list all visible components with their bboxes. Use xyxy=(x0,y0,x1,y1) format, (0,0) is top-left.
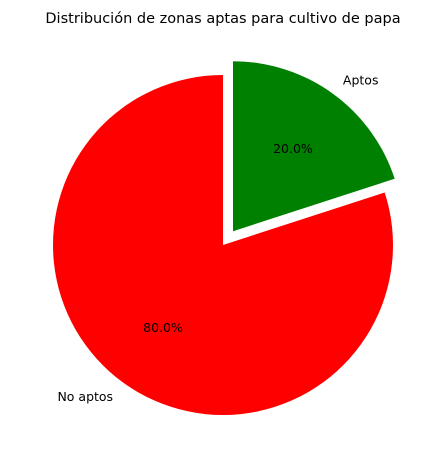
pie-slice-no-aptos xyxy=(52,75,393,415)
pie-slice-aptos xyxy=(232,61,395,232)
pct-label-aptos: 20.0% xyxy=(273,141,313,156)
slice-label-no-aptos: No aptos xyxy=(57,389,113,404)
pct-label-no-aptos: 80.0% xyxy=(143,320,183,335)
slice-label-aptos: Aptos xyxy=(343,72,379,87)
pie-slices xyxy=(52,61,395,415)
pie-labels: 20.0% Aptos 80.0% No aptos xyxy=(57,72,378,403)
chart-title: Distribución de zonas aptas para cultivo… xyxy=(45,11,400,27)
